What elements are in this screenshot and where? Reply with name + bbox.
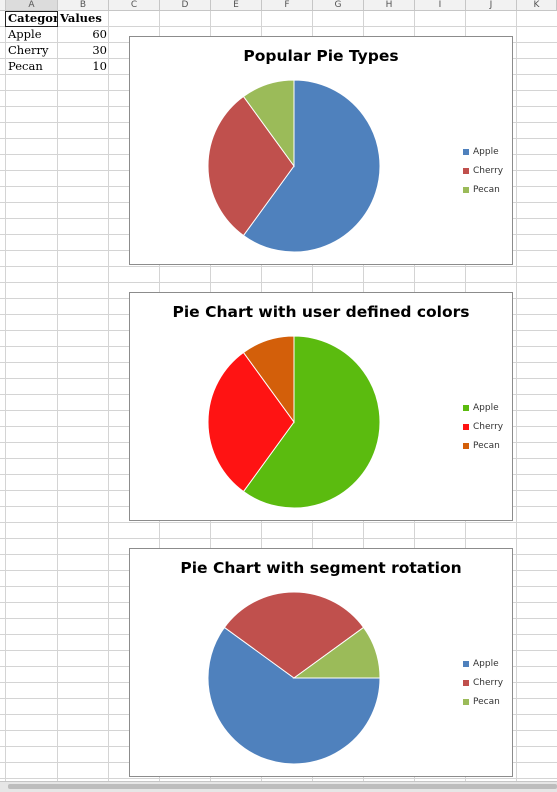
gridline-horizontal (0, 522, 557, 523)
pie-slice-cherry[interactable] (207, 95, 295, 237)
legend-item-apple[interactable]: Apple (463, 142, 503, 161)
pie-svg (207, 591, 381, 765)
pie-slice-pecan[interactable] (242, 79, 295, 168)
legend-label: Pecan (473, 696, 500, 707)
column-header-k[interactable]: K (517, 0, 557, 11)
column-header-f[interactable]: F (262, 0, 313, 11)
legend-label: Apple (473, 658, 499, 669)
legend-swatch (463, 679, 469, 686)
cell-category-3[interactable]: Pecan (8, 59, 43, 73)
cell-value-1[interactable]: 60 (92, 27, 107, 41)
legend-label: Cherry (473, 421, 504, 432)
legend-label: Pecan (473, 184, 500, 195)
chart-legend[interactable]: Apple Cherry Pecan (463, 142, 503, 199)
column-header-g[interactable]: G (313, 0, 364, 11)
scrollbar-thumb[interactable] (8, 784, 557, 789)
gridline-horizontal (0, 26, 557, 27)
selected-cell-outline (5, 11, 58, 27)
header-cell-values[interactable]: Values (60, 11, 102, 25)
column-header-e[interactable]: E (211, 0, 262, 11)
cell-category-1[interactable]: Apple (8, 27, 42, 41)
pie-slice-cherry[interactable] (207, 351, 295, 493)
legend-swatch (463, 167, 469, 174)
legend-swatch (463, 404, 469, 411)
legend-item-cherry[interactable]: Cherry (463, 417, 503, 436)
legend-swatch (463, 423, 469, 430)
legend-item-cherry[interactable]: Cherry (463, 161, 503, 180)
legend-swatch (463, 698, 469, 705)
column-header-c[interactable]: C (109, 0, 160, 11)
legend-item-apple[interactable]: Apple (463, 398, 503, 417)
column-header-h[interactable]: H (364, 0, 415, 11)
cell-category-2[interactable]: Cherry (8, 43, 49, 57)
column-header-d[interactable]: D (160, 0, 211, 11)
legend-swatch (463, 186, 469, 193)
legend-item-apple[interactable]: Apple (463, 654, 503, 673)
pie-slice-pecan[interactable] (292, 626, 381, 679)
cell-value-3[interactable]: 10 (92, 59, 107, 73)
chart-legend[interactable]: Apple Cherry Pecan (463, 654, 503, 711)
horizontal-scrollbar[interactable] (0, 781, 557, 792)
legend-item-pecan[interactable]: Pecan (463, 436, 503, 455)
legend-label: Cherry (473, 165, 504, 176)
legend-swatch (463, 442, 469, 449)
gridline-vertical (57, 11, 58, 782)
legend-label: Apple (473, 402, 499, 413)
column-header-i[interactable]: I (415, 0, 466, 11)
header-cell-category[interactable]: Category (8, 11, 57, 25)
legend-item-pecan[interactable]: Pecan (463, 692, 503, 711)
legend-label: Cherry (473, 677, 504, 688)
column-header-b[interactable]: B (58, 0, 109, 11)
chart-title: Pie Chart with segment rotation (180, 559, 462, 577)
gridline-vertical (516, 11, 517, 782)
pie-slice-apple[interactable] (242, 335, 381, 509)
column-header-j[interactable]: J (466, 0, 517, 11)
chart-title: Popular Pie Types (243, 47, 399, 65)
pie-chart-popular[interactable]: Popular Pie Types Apple Cherry Pecan (129, 36, 513, 265)
legend-swatch (463, 660, 469, 667)
select-all-corner[interactable] (0, 0, 6, 11)
gridline-horizontal (0, 282, 557, 283)
cell-value-2[interactable]: 30 (92, 43, 107, 57)
pie-slice-apple[interactable] (207, 626, 381, 765)
gridline-vertical (5, 11, 6, 782)
column-header-a[interactable]: A (6, 0, 58, 11)
pie-chart-user-colors[interactable]: Pie Chart with user defined colors Apple… (129, 292, 513, 521)
pie-chart-segment-rotation[interactable]: Pie Chart with segment rotation Apple Che… (129, 548, 513, 777)
pie-svg (207, 79, 381, 253)
gridline-horizontal (0, 266, 557, 267)
pie-slice-cherry[interactable] (223, 591, 365, 679)
legend-item-pecan[interactable]: Pecan (463, 180, 503, 199)
legend-label: Pecan (473, 440, 500, 451)
pie-slice-apple[interactable] (242, 79, 381, 253)
chart-title: Pie Chart with user defined colors (172, 303, 470, 321)
legend-swatch (463, 148, 469, 155)
pie-slice-pecan[interactable] (242, 335, 295, 424)
gridline-horizontal (0, 538, 557, 539)
legend-label: Apple (473, 146, 499, 157)
gridline-vertical (108, 11, 109, 782)
legend-item-cherry[interactable]: Cherry (463, 673, 503, 692)
chart-legend[interactable]: Apple Cherry Pecan (463, 398, 503, 455)
gridline-horizontal (0, 778, 557, 779)
pie-svg (207, 335, 381, 509)
